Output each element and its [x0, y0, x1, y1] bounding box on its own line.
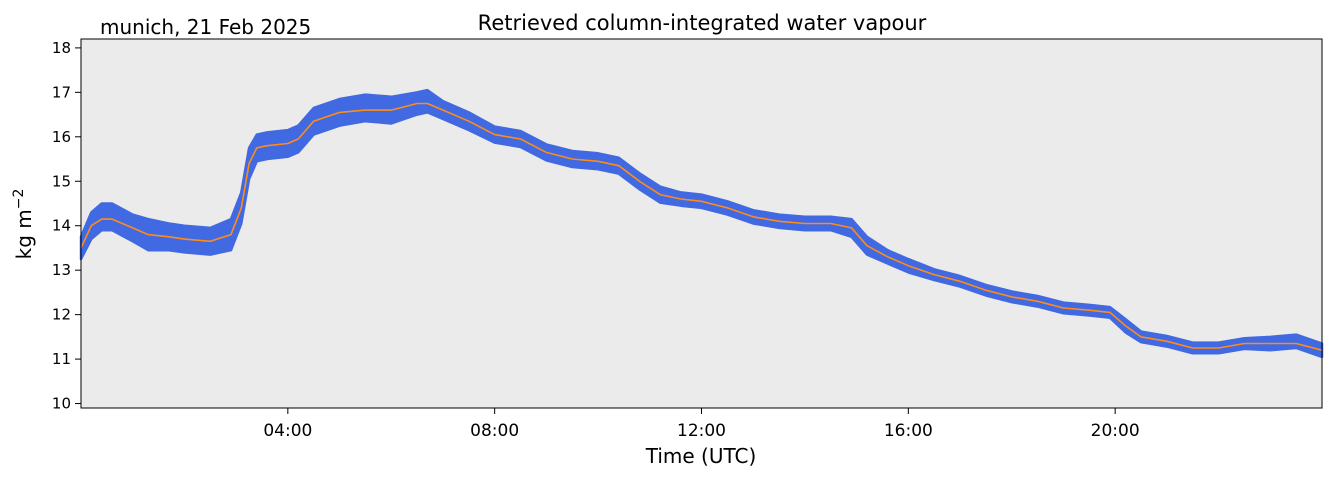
y-tick-label: 10 [52, 395, 71, 413]
plot-area [81, 39, 1322, 408]
x-tick-label: 16:00 [884, 421, 933, 441]
x-tick-label: 04:00 [263, 421, 312, 441]
y-tick-label: 13 [52, 261, 71, 279]
x-axis: 04:00 08:00 12:00 16:00 20:00 [263, 408, 1140, 441]
x-tick-label: 08:00 [470, 421, 519, 441]
y-axis-label-main: kg m [12, 209, 36, 259]
y-axis-label-exponent: −2 [11, 189, 27, 210]
chart-subtitle: munich, 21 Feb 2025 [100, 15, 311, 39]
smoothed-line-layer [80, 102, 1323, 351]
y-tick-label: 12 [52, 306, 71, 324]
y-axis-label: kg m−2 [11, 189, 36, 260]
x-tick-label: 20:00 [1091, 421, 1140, 441]
y-tick-label: 11 [52, 350, 71, 368]
smoothed-line [80, 102, 1323, 351]
y-tick-label: 15 [52, 172, 71, 190]
y-axis: 10 11 12 13 14 15 16 17 18 [52, 39, 81, 413]
y-tick-label: 16 [52, 128, 71, 146]
x-tick-label: 12:00 [677, 421, 726, 441]
chart-title: Retrieved column-integrated water vapour [478, 11, 927, 35]
y-tick-label: 14 [52, 217, 71, 235]
y-tick-label: 17 [52, 83, 71, 101]
x-axis-label: Time (UTC) [645, 444, 757, 468]
y-tick-label: 18 [52, 39, 71, 57]
